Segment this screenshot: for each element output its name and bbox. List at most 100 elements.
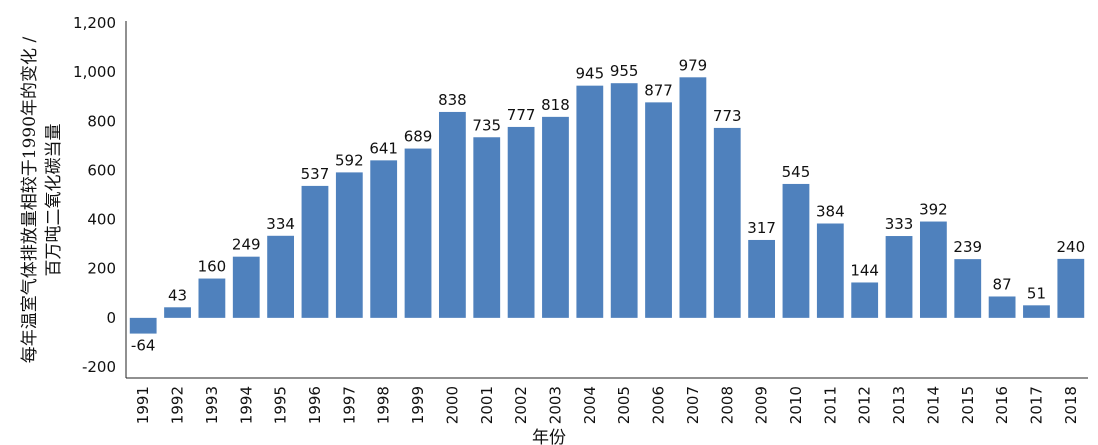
bar <box>885 236 913 318</box>
y-tick-label: 400 <box>87 211 116 229</box>
bar-value-label: 545 <box>782 163 811 181</box>
x-tick-label: 2001 <box>478 386 496 424</box>
x-tick-label: 2008 <box>718 386 736 424</box>
y-axis-title: 每年温室气体排放量相较于1990年的变化 / 百万吨二氧化碳当量 <box>20 37 64 364</box>
bar-value-label: 955 <box>610 62 639 80</box>
x-tick-label: 1991 <box>134 386 152 424</box>
bar-value-label: 979 <box>679 56 708 74</box>
bar <box>679 77 707 318</box>
bar-value-label: 641 <box>369 139 398 157</box>
x-tick-label: 2014 <box>924 386 942 424</box>
bar-value-label: 51 <box>1027 284 1046 302</box>
bar-value-label: 773 <box>713 107 742 125</box>
x-axis-ticks: 1991 1992 1993 1994 1995 1996 1997 1998 1999 2000… <box>134 386 1080 424</box>
x-tick-label: 2009 <box>753 386 771 424</box>
bar-value-label: 592 <box>335 151 364 169</box>
bar <box>507 126 535 318</box>
x-tick-label: 2016 <box>993 386 1011 424</box>
x-tick-label: 2003 <box>546 386 564 424</box>
bar <box>851 282 879 318</box>
bar-value-label: 144 <box>850 261 879 279</box>
bar <box>164 307 191 318</box>
x-tick-label: 2004 <box>581 386 599 424</box>
bar-value-label: 87 <box>993 275 1012 293</box>
bar <box>610 83 638 318</box>
x-tick-label: 2006 <box>650 386 668 424</box>
x-tick-label: 2012 <box>856 386 874 424</box>
x-tick-label: 2011 <box>821 386 839 424</box>
y-tick-label: 1,000 <box>73 63 116 81</box>
bar <box>198 278 226 318</box>
bar-value-label: 334 <box>266 215 295 233</box>
bar <box>645 102 672 318</box>
y-tick-label: -200 <box>82 358 116 376</box>
y-axis-ticks: -200 0 200 400 600 800 1,000 1,200 <box>73 14 116 376</box>
x-tick-label: 2007 <box>684 386 702 424</box>
y-tick-label: 600 <box>87 161 116 179</box>
x-tick-label: 2017 <box>1027 386 1045 424</box>
bar-value-label: 249 <box>232 236 261 254</box>
x-tick-label: 1995 <box>272 386 290 424</box>
bar-value-label: 945 <box>576 65 605 83</box>
bar <box>473 137 501 318</box>
bar-value-label: 392 <box>919 201 948 219</box>
bar <box>713 127 741 318</box>
x-tick-label: 1997 <box>340 386 358 424</box>
bar <box>816 223 844 318</box>
bar <box>129 317 157 334</box>
bar <box>370 160 398 318</box>
y-tick-label: 1,200 <box>73 14 116 32</box>
x-tick-label: 2018 <box>1062 386 1080 424</box>
bar-value-label: 777 <box>507 106 536 124</box>
bar <box>335 172 363 318</box>
y-axis-title-line: 每年温室气体排放量相较于1990年的变化 / <box>20 37 40 364</box>
x-tick-label: 2002 <box>512 386 530 424</box>
bar <box>438 111 466 318</box>
bar-value-label: 877 <box>644 81 673 99</box>
y-tick-label: 200 <box>87 260 116 278</box>
bar <box>576 85 604 318</box>
bar-value-label: 160 <box>198 258 227 276</box>
bar-value-label: -64 <box>131 337 156 355</box>
bars <box>129 77 1085 334</box>
x-tick-label: 2010 <box>787 386 805 424</box>
bar-value-label: 818 <box>541 96 570 114</box>
x-tick-label: 1993 <box>203 386 221 424</box>
bar <box>301 185 329 318</box>
x-tick-label: 2013 <box>890 386 908 424</box>
bar <box>748 239 776 318</box>
bar <box>232 256 260 318</box>
x-tick-label: 1996 <box>306 386 324 424</box>
x-tick-label: 1992 <box>169 386 187 424</box>
x-tick-label: 1994 <box>237 386 255 424</box>
x-tick-label: 2000 <box>443 386 461 424</box>
bar-value-label: 735 <box>472 116 501 134</box>
x-tick-label: 2015 <box>959 386 977 424</box>
bar <box>919 221 947 318</box>
x-axis-title: 年份 <box>532 428 566 445</box>
y-tick-label: 800 <box>87 112 116 130</box>
bar <box>267 235 295 318</box>
data-labels: -64 43 160 249 334 537 592 641 689 838 735 777 818 94… <box>131 56 1085 354</box>
y-tick-label: 0 <box>106 309 116 327</box>
bar <box>1023 305 1050 318</box>
bar-value-label: 43 <box>168 286 187 304</box>
bar <box>1057 258 1085 318</box>
bar <box>542 116 569 318</box>
bar <box>782 183 810 318</box>
bar <box>954 259 982 318</box>
bar-value-label: 537 <box>301 165 330 183</box>
bar-value-label: 240 <box>1057 238 1086 256</box>
bar-value-label: 333 <box>885 215 914 233</box>
bar-value-label: 689 <box>404 128 433 146</box>
x-tick-label: 1998 <box>375 386 393 424</box>
bar <box>404 148 432 318</box>
bar-value-label: 239 <box>953 238 982 256</box>
bar <box>988 296 1016 318</box>
bar-value-label: 317 <box>747 219 776 237</box>
y-axis-title-line: 百万吨二氧化碳当量 <box>44 124 64 277</box>
x-tick-label: 2005 <box>615 386 633 424</box>
bar-value-label: 384 <box>816 203 845 221</box>
bar-value-label: 838 <box>438 91 467 109</box>
